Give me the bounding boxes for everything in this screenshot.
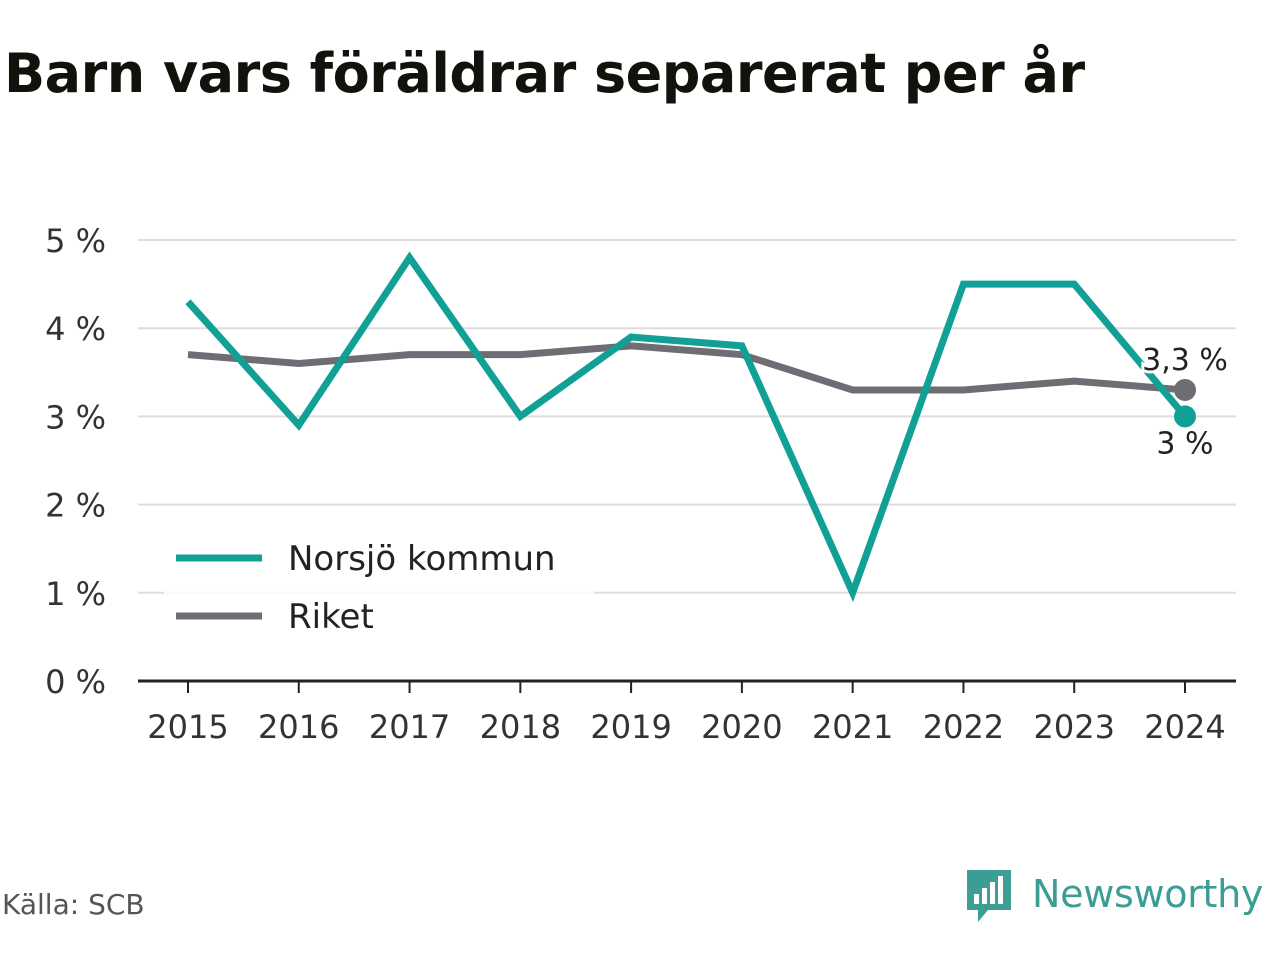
x-tick-label: 2016 [258, 708, 339, 746]
x-tick-label: 2015 [147, 708, 228, 746]
series-line [185, 251, 1188, 603]
end-point [1174, 405, 1196, 428]
chart-title: Barn vars föräldrar separerat per år [4, 42, 1085, 105]
axes: 0 % 1 % 2 % 3 % 4 % 5 % 2015 2016 2017 2018 2019 20… [45, 222, 1236, 746]
source-note: Källa: SCB [2, 888, 145, 921]
legend-label: Norsjö kommun [288, 539, 556, 579]
data-labels: 3 % 3,3 % [1139, 340, 1231, 464]
x-tick-label: 2020 [701, 708, 782, 746]
y-tick-label: 2 % [45, 487, 106, 525]
series-line [187, 342, 1186, 394]
y-tick-label: 1 % [45, 575, 106, 613]
series-lines [185, 251, 1188, 603]
x-tick-label: 2023 [1034, 708, 1115, 746]
x-tick-label: 2018 [480, 708, 561, 746]
legend-background [164, 536, 594, 646]
y-tick-label: 0 % [45, 663, 106, 701]
legend: Norsjö kommun Riket [164, 536, 594, 646]
y-tick-label: 5 % [45, 222, 106, 260]
x-tick-label: 2019 [590, 708, 671, 746]
y-tick-label: 4 % [45, 310, 106, 348]
newsworthy-logo-icon [967, 870, 1011, 922]
brand-name: Newsworthy [1032, 872, 1264, 916]
y-tick-label: 3 % [45, 398, 106, 436]
data-label: 3 % [1156, 426, 1213, 461]
data-label: 3,3 % [1142, 343, 1228, 378]
x-tick-label: 2022 [923, 708, 1004, 746]
brand-logo: Newsworthy [964, 864, 1263, 924]
x-tick-label: 2024 [1144, 708, 1225, 746]
x-tick-label: 2017 [369, 708, 450, 746]
x-tick-label: 2021 [812, 708, 893, 746]
legend-label: Riket [288, 597, 374, 637]
end-point [1174, 378, 1196, 401]
